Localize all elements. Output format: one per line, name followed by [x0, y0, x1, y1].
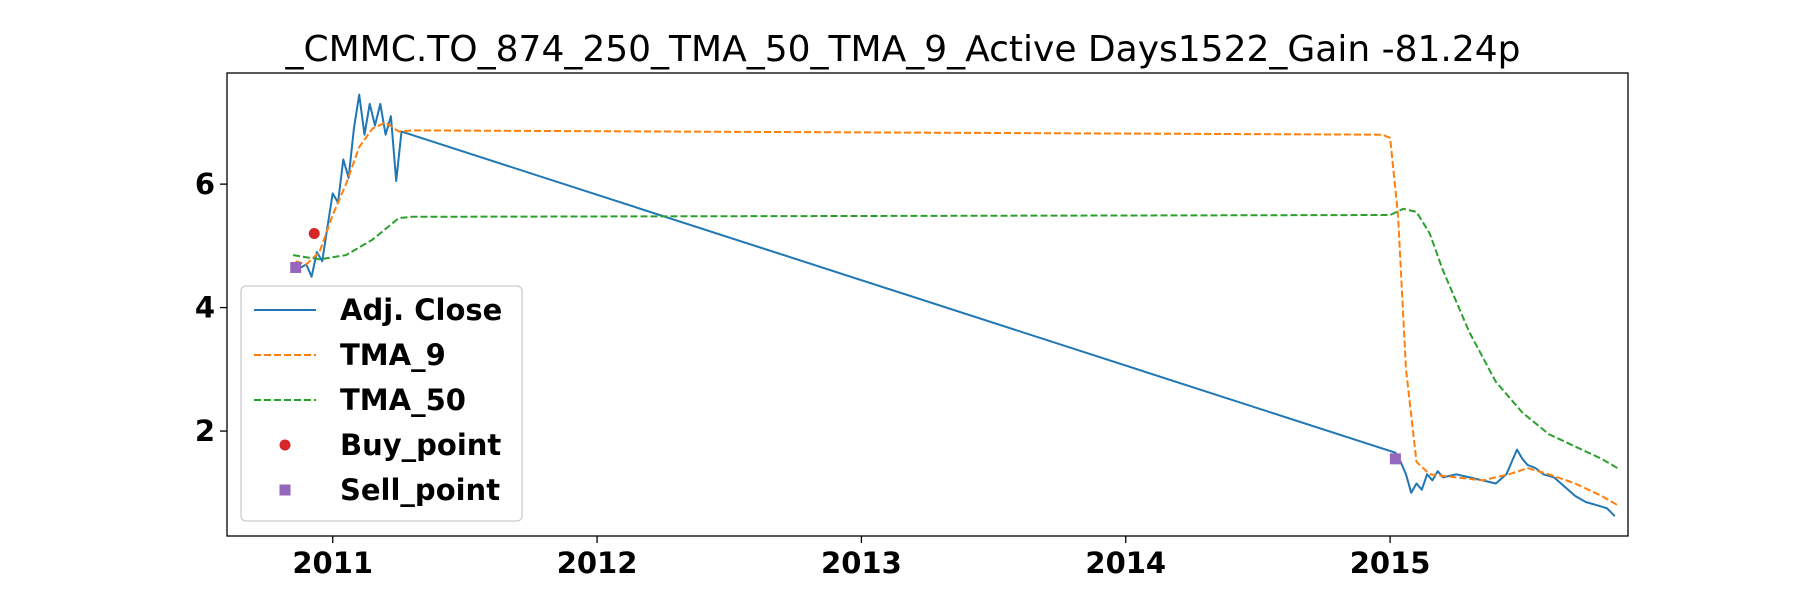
y-tick-label: 4 — [195, 291, 215, 325]
series-line-adj-close — [300, 93, 1616, 517]
chart-title: _CMMC.TO_874_250_TMA_50_TMA_9_Active Day… — [284, 29, 1520, 70]
marker-layer — [290, 228, 1401, 465]
y-tick-label: 2 — [195, 414, 215, 448]
legend-symbol-sell-point — [279, 484, 291, 496]
x-tick-label: 2014 — [1085, 546, 1166, 580]
sell-point-marker-2 — [1389, 453, 1401, 465]
legend-box — [240, 285, 523, 522]
x-tick-label: 2012 — [557, 546, 638, 580]
plot-frame — [226, 72, 1629, 537]
sell-point-marker-1 — [290, 261, 302, 273]
x-axis: 2011 2012 2013 2014 2015 — [292, 536, 1430, 580]
y-axis: 2 4 6 — [195, 167, 227, 448]
series-layer — [292, 93, 1618, 517]
series-line-tma-9 — [295, 121, 1618, 506]
series-line-tma-50 — [292, 207, 1618, 469]
legend-label-buy-point: Buy_point — [340, 428, 501, 462]
x-tick-label: 2013 — [821, 546, 902, 580]
x-tick-label: 2015 — [1350, 546, 1431, 580]
legend-label-tma-9: TMA_9 — [340, 338, 446, 372]
legend: Adj. Close TMA_9 TMA_50 Buy_point Sell_point — [240, 285, 523, 522]
legend-symbol-buy-point — [279, 439, 291, 451]
legend-label-tma-50: TMA_50 — [340, 383, 466, 417]
x-tick-label: 2011 — [292, 546, 373, 580]
y-tick-label: 6 — [195, 167, 215, 201]
legend-label-sell-point: Sell_point — [340, 473, 500, 507]
buy-point-marker-1 — [308, 228, 320, 240]
legend-label-adj-close: Adj. Close — [340, 293, 502, 327]
